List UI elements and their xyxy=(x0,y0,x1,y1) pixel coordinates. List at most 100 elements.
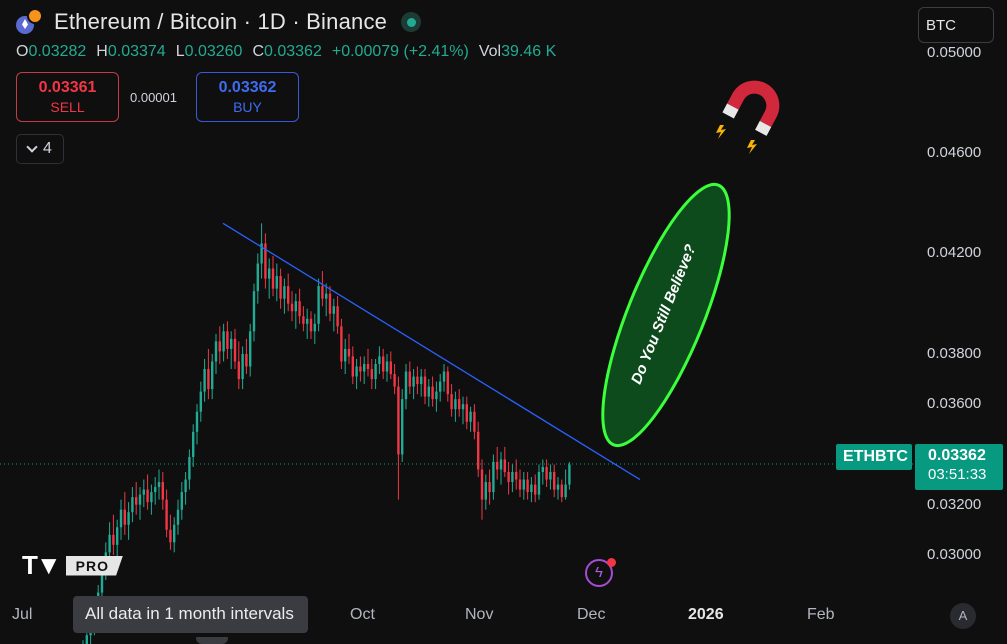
candle-body xyxy=(207,369,210,390)
candle-body xyxy=(332,306,335,314)
candle-body xyxy=(317,286,320,324)
candle-body xyxy=(385,361,389,372)
time-tick-label: 2026 xyxy=(688,606,724,623)
candle-body xyxy=(351,356,354,377)
candle-body xyxy=(123,509,126,525)
price-tick-label: 0.03600 xyxy=(927,395,982,413)
candle-body xyxy=(347,348,351,357)
candle-body xyxy=(214,341,218,362)
price-tick-label: 0.03200 xyxy=(927,495,982,513)
time-tick-label: Oct xyxy=(350,606,375,623)
candle-body xyxy=(116,527,119,545)
candle-body xyxy=(325,293,328,299)
candle-body xyxy=(184,479,187,493)
buy-price: 0.03362 xyxy=(218,79,277,96)
candle-body xyxy=(568,464,571,485)
candle-body xyxy=(108,534,111,553)
candle-body xyxy=(507,472,510,483)
candle-body xyxy=(218,341,221,352)
ohlc-key: C xyxy=(252,43,265,60)
candle-body xyxy=(146,489,149,503)
candle-body xyxy=(131,497,134,513)
ohlc-value: +0.00079 (+2.41%) xyxy=(331,43,469,60)
candle-body xyxy=(450,394,453,410)
buy-button[interactable]: 0.03362 BUY xyxy=(196,72,299,122)
indicators-toggle-button[interactable]: 4 xyxy=(16,134,64,164)
candle-body xyxy=(241,353,244,380)
sell-price: 0.03361 xyxy=(38,79,97,96)
candle-body xyxy=(511,472,514,483)
candle-body xyxy=(431,386,434,400)
ohlc-key: L xyxy=(175,43,185,60)
candle-body xyxy=(393,374,396,387)
candle-body xyxy=(401,399,404,455)
time-tick-label: Nov xyxy=(465,606,494,623)
market-open-status-icon[interactable] xyxy=(401,12,422,32)
candle-body xyxy=(112,534,115,545)
candle-body xyxy=(279,276,282,299)
annotation-ellipse[interactable]: Do You Still Believe? xyxy=(578,171,753,459)
candle-body xyxy=(249,331,252,367)
candle-body xyxy=(127,512,130,525)
candle-body xyxy=(553,472,556,490)
sell-label: SELL xyxy=(50,99,85,115)
candlestick-series xyxy=(82,223,571,644)
sell-button[interactable]: 0.03361 SELL xyxy=(16,72,119,122)
candle-body xyxy=(199,391,202,412)
price-tick-label: 0.03000 xyxy=(927,545,982,563)
candle-body xyxy=(458,399,461,410)
ohlc-legend: O 0.03282 H 0.03374 L 0.03260 C 0.03362 +0.00079… xyxy=(16,43,566,61)
price-tick-label: 0.05000 xyxy=(927,43,982,61)
candle-body xyxy=(503,459,506,473)
candle-body xyxy=(306,318,309,324)
candle-body xyxy=(473,411,476,432)
chart-header: Ethereum / Bitcoin · 1D · Binance xyxy=(16,8,422,36)
candle-body xyxy=(119,509,123,528)
tradingview-logo[interactable]: T▼ PRO xyxy=(22,550,123,581)
candle-body xyxy=(488,482,491,493)
candle-body xyxy=(230,338,233,349)
candle-body xyxy=(283,286,286,299)
candle-body xyxy=(412,376,415,387)
candle-body xyxy=(176,509,180,525)
tooltip-pointer xyxy=(196,637,228,644)
pro-badge: PRO xyxy=(65,555,123,576)
magnet-icon xyxy=(716,80,780,154)
candle-body xyxy=(556,484,560,490)
candle-body xyxy=(275,276,278,289)
auto-scale-button[interactable]: A xyxy=(950,603,976,629)
candle-body xyxy=(321,286,324,299)
candle-body xyxy=(359,366,362,372)
price-tick-label: 0.03800 xyxy=(927,344,982,362)
candle-body xyxy=(382,356,385,372)
candle-body xyxy=(541,466,544,473)
candle-body xyxy=(442,371,446,382)
candle-body xyxy=(534,484,537,495)
candle-body xyxy=(157,482,161,488)
candle-body xyxy=(298,301,301,317)
candle-body xyxy=(389,361,392,375)
candle-body xyxy=(420,376,423,385)
symbol-price-label: ETHBTC xyxy=(836,444,912,470)
candle-body xyxy=(370,369,373,380)
candle-body xyxy=(423,376,427,397)
time-tick-label: Feb xyxy=(807,606,835,623)
candle-body xyxy=(195,411,199,432)
candle-body xyxy=(211,361,214,390)
trendline[interactable] xyxy=(222,222,641,481)
candle-body xyxy=(522,479,525,490)
candle-body xyxy=(313,323,316,332)
symbol-title[interactable]: Ethereum / Bitcoin · 1D · Binance xyxy=(54,9,388,34)
spread-value: 0.00001 xyxy=(130,90,177,105)
candle-body xyxy=(477,431,480,470)
candle-body xyxy=(264,243,267,279)
ohlc-value: 0.03260 xyxy=(184,43,243,60)
ohlc-value: 0.03282 xyxy=(28,43,87,60)
ohlc-key: Vol xyxy=(478,43,502,60)
currency-button[interactable]: BTC xyxy=(918,7,994,43)
candle-body xyxy=(408,371,411,387)
bar-countdown: 03:51:33 xyxy=(928,466,987,483)
lightning-icon[interactable]: ϟ xyxy=(585,558,616,587)
candle-body xyxy=(290,303,294,312)
